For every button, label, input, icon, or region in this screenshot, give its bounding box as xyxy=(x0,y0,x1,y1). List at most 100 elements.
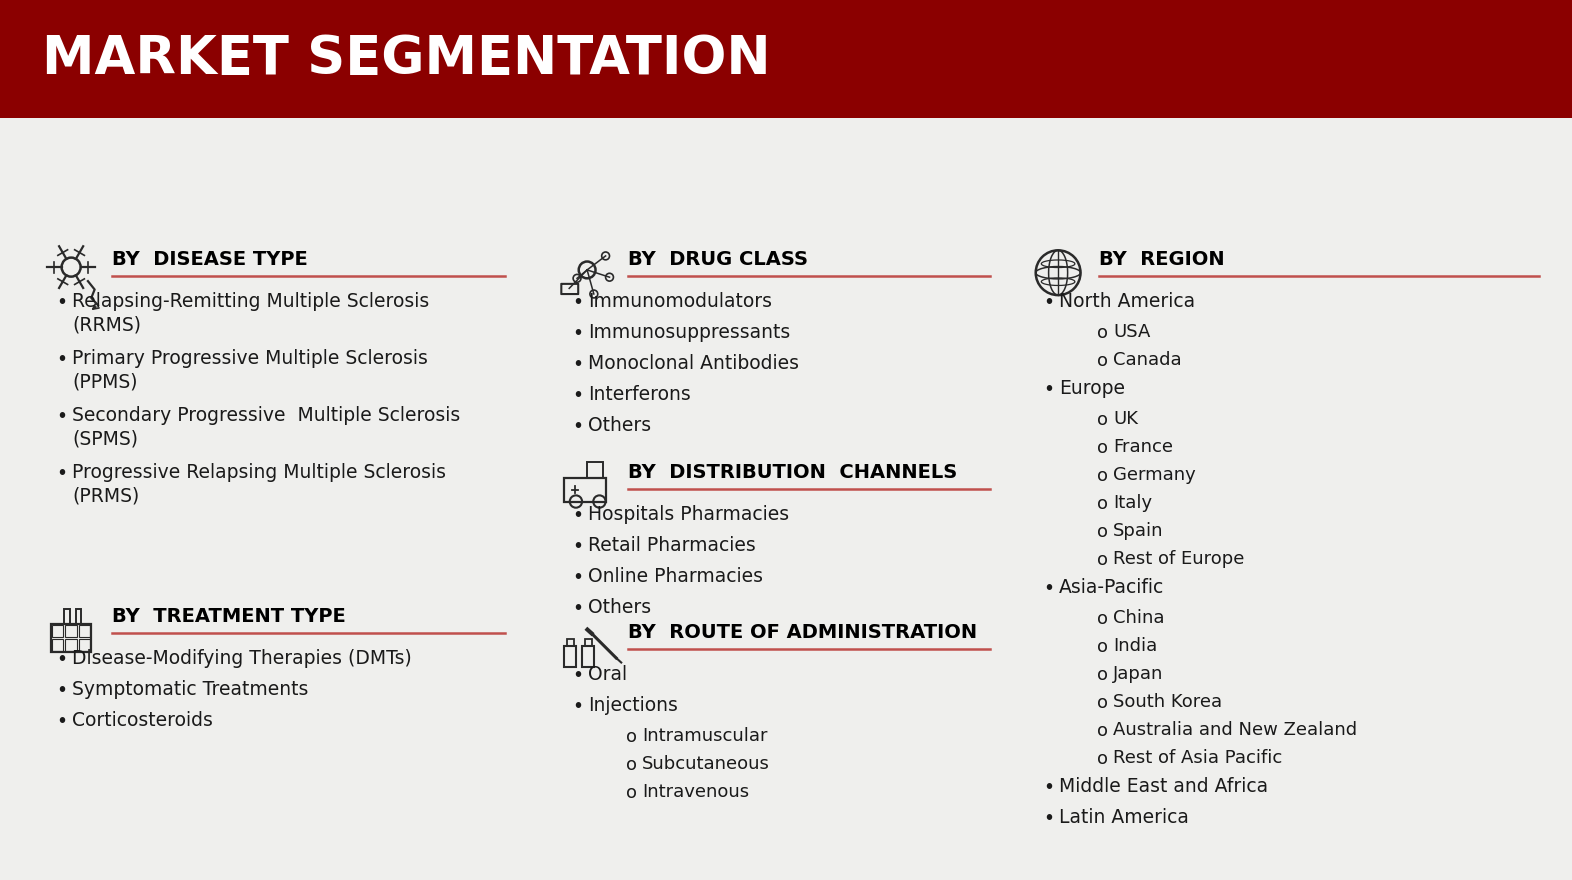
Text: o: o xyxy=(1097,638,1108,656)
Text: •: • xyxy=(57,349,68,369)
Bar xyxy=(566,639,574,646)
Text: •: • xyxy=(1042,778,1055,796)
Text: •: • xyxy=(1042,809,1055,827)
Text: Rest of Asia Pacific: Rest of Asia Pacific xyxy=(1113,749,1283,766)
Bar xyxy=(64,609,71,624)
Text: •: • xyxy=(572,665,583,685)
Text: o: o xyxy=(1097,693,1108,712)
Text: Monoclonal Antibodies: Monoclonal Antibodies xyxy=(588,354,799,372)
Text: Europe: Europe xyxy=(1060,378,1126,398)
Text: •: • xyxy=(57,713,68,731)
Text: Retail Pharmacies: Retail Pharmacies xyxy=(588,536,756,554)
Text: BY  DISEASE TYPE: BY DISEASE TYPE xyxy=(112,250,308,268)
Text: Middle East and Africa: Middle East and Africa xyxy=(1060,776,1269,796)
Text: Injections: Injections xyxy=(588,695,678,715)
Bar xyxy=(585,639,593,646)
Text: Latin America: Latin America xyxy=(1060,808,1188,826)
Text: o: o xyxy=(626,783,637,802)
Text: •: • xyxy=(57,650,68,670)
Text: •: • xyxy=(572,385,583,405)
Text: o: o xyxy=(1097,551,1108,568)
Bar xyxy=(564,478,605,502)
Text: o: o xyxy=(1097,466,1108,485)
Text: MARKET SEGMENTATION: MARKET SEGMENTATION xyxy=(42,33,770,85)
Text: UK: UK xyxy=(1113,409,1138,428)
Text: •: • xyxy=(572,355,583,374)
Text: Asia-Pacific: Asia-Pacific xyxy=(1060,577,1165,597)
Text: •: • xyxy=(1042,578,1055,598)
Text: Subcutaneous: Subcutaneous xyxy=(641,754,770,773)
Text: o: o xyxy=(1097,352,1108,370)
Text: •: • xyxy=(572,598,583,618)
Text: •: • xyxy=(572,506,583,524)
Text: Oral: Oral xyxy=(588,664,627,684)
Text: Canada: Canada xyxy=(1113,350,1182,369)
Text: Intramuscular: Intramuscular xyxy=(641,727,767,744)
Text: o: o xyxy=(1097,750,1108,767)
Bar xyxy=(586,462,602,478)
Text: o: o xyxy=(626,728,637,745)
Text: BY  TREATMENT TYPE: BY TREATMENT TYPE xyxy=(112,607,346,627)
Bar xyxy=(50,624,91,652)
Text: Disease-Modifying Therapies (DMTs): Disease-Modifying Therapies (DMTs) xyxy=(72,649,412,669)
Text: BY  REGION: BY REGION xyxy=(1099,250,1225,268)
Text: •: • xyxy=(57,292,68,312)
Text: •: • xyxy=(572,697,583,715)
Text: o: o xyxy=(1097,324,1108,341)
Bar xyxy=(66,639,77,651)
Text: o: o xyxy=(626,756,637,774)
Text: o: o xyxy=(1097,495,1108,512)
Text: •: • xyxy=(572,324,583,342)
Text: Immunomodulators: Immunomodulators xyxy=(588,291,772,311)
Bar xyxy=(0,0,1572,118)
Text: Secondary Progressive  Multiple Sclerosis
(SPMS): Secondary Progressive Multiple Sclerosis… xyxy=(72,406,461,449)
Text: India: India xyxy=(1113,636,1157,655)
Text: •: • xyxy=(57,407,68,426)
Text: o: o xyxy=(1097,411,1108,429)
Bar xyxy=(582,646,594,667)
Text: •: • xyxy=(1042,292,1055,312)
Text: Corticosteroids: Corticosteroids xyxy=(72,711,212,730)
Text: Others: Others xyxy=(588,415,651,435)
Text: BY  ROUTE OF ADMINISTRATION: BY ROUTE OF ADMINISTRATION xyxy=(627,622,978,642)
Bar xyxy=(75,609,82,624)
Text: •: • xyxy=(572,416,583,436)
Text: Spain: Spain xyxy=(1113,522,1163,539)
Text: Australia and New Zealand: Australia and New Zealand xyxy=(1113,721,1357,738)
Text: BY  DISTRIBUTION  CHANNELS: BY DISTRIBUTION CHANNELS xyxy=(627,463,957,481)
Text: o: o xyxy=(1097,665,1108,684)
Text: Rest of Europe: Rest of Europe xyxy=(1113,550,1245,568)
Text: Others: Others xyxy=(588,598,651,617)
Text: North America: North America xyxy=(1060,291,1195,311)
Bar xyxy=(66,625,77,637)
Text: Online Pharmacies: Online Pharmacies xyxy=(588,567,762,586)
Text: •: • xyxy=(1042,379,1055,399)
Text: •: • xyxy=(57,681,68,700)
Bar xyxy=(79,639,90,651)
Text: •: • xyxy=(572,292,583,312)
Text: Progressive Relapsing Multiple Sclerosis
(PRMS): Progressive Relapsing Multiple Sclerosis… xyxy=(72,463,446,506)
Text: Interferons: Interferons xyxy=(588,385,690,404)
Text: Italy: Italy xyxy=(1113,494,1152,511)
Text: Germany: Germany xyxy=(1113,466,1196,484)
Text: South Korea: South Korea xyxy=(1113,693,1221,710)
Bar xyxy=(52,639,63,651)
Text: •: • xyxy=(572,537,583,556)
Text: o: o xyxy=(1097,610,1108,627)
Text: France: France xyxy=(1113,437,1173,456)
Text: o: o xyxy=(1097,523,1108,540)
Text: USA: USA xyxy=(1113,323,1151,341)
Text: Japan: Japan xyxy=(1113,664,1163,683)
Text: •: • xyxy=(57,464,68,482)
Text: Hospitals Pharmacies: Hospitals Pharmacies xyxy=(588,505,789,524)
Bar xyxy=(564,646,577,667)
Text: BY  DRUG CLASS: BY DRUG CLASS xyxy=(627,250,808,268)
Text: Relapsing-Remitting Multiple Sclerosis
(RRMS): Relapsing-Remitting Multiple Sclerosis (… xyxy=(72,291,429,335)
Text: Symptomatic Treatments: Symptomatic Treatments xyxy=(72,680,308,700)
Bar xyxy=(79,625,90,637)
Text: China: China xyxy=(1113,609,1165,627)
Text: o: o xyxy=(1097,722,1108,739)
Text: Immunosuppressants: Immunosuppressants xyxy=(588,323,791,341)
Text: Intravenous: Intravenous xyxy=(641,782,750,801)
Text: •: • xyxy=(572,568,583,587)
